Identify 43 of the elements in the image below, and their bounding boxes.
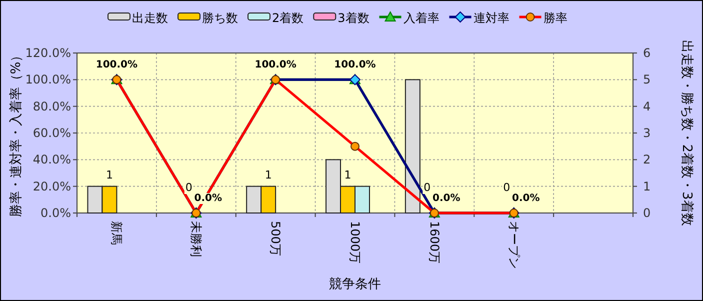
legend-label: 連対率 [473,11,510,25]
x-tick-label: オープン [506,221,521,269]
legend-label: 入着率 [403,11,440,25]
legend-label: 勝ち数 [202,11,238,25]
y2-tick-label: 6 [643,46,651,60]
y2-tick-label: 2 [643,152,651,167]
legend-label: 出走数 [132,11,168,25]
data-label: 0.0% [194,193,222,204]
y-tick-label: 40.0% [32,152,71,167]
y2-tick-label: 4 [643,99,651,114]
data-label: 0.0% [432,193,460,204]
data-label: 0 [503,181,510,194]
legend-label: 勝率 [543,11,568,25]
x-tick-label: 新馬 [110,221,124,245]
x-tick-label: 1000万 [348,221,362,264]
x-tick-label: 500万 [268,221,283,256]
y-tick-label: 100.0% [25,72,71,87]
data-label: 1 [106,168,113,182]
data-label: 0 [424,181,431,194]
y-axis-title: 勝率・連対率・入着率（%） [8,48,24,218]
data-label: 1 [344,168,352,182]
data-label: 1 [264,168,272,182]
y2-axis-title: 出走数・勝ち数・2着数・3着数 [679,40,695,226]
y2-tick-label: 1 [643,179,651,194]
y-tick-label: 0.0% [40,206,71,220]
y2-tick-label: 5 [643,72,651,87]
x-tick-label: 未勝利 [189,221,204,257]
data-label: 100.0% [96,60,138,71]
y-tick-label: 80.0% [32,99,71,114]
y-tick-label: 60.0% [32,126,71,140]
data-label: 100.0% [334,60,376,71]
x-tick-label: 1600万 [427,221,442,264]
x-axis-title: 競争条件 [329,277,381,292]
legend-label: 2着数 [272,11,304,25]
y-tick-label: 120.0% [25,46,71,60]
legend-label: 3着数 [338,11,370,25]
y2-tick-label: 3 [643,126,651,140]
data-label: 100.0% [254,60,296,71]
y2-tick-label: 0 [643,206,651,220]
bar [404,79,420,214]
y-tick-label: 20.0% [32,179,71,194]
data-label: 0 [185,181,192,194]
data-label: 0.0% [512,193,540,204]
